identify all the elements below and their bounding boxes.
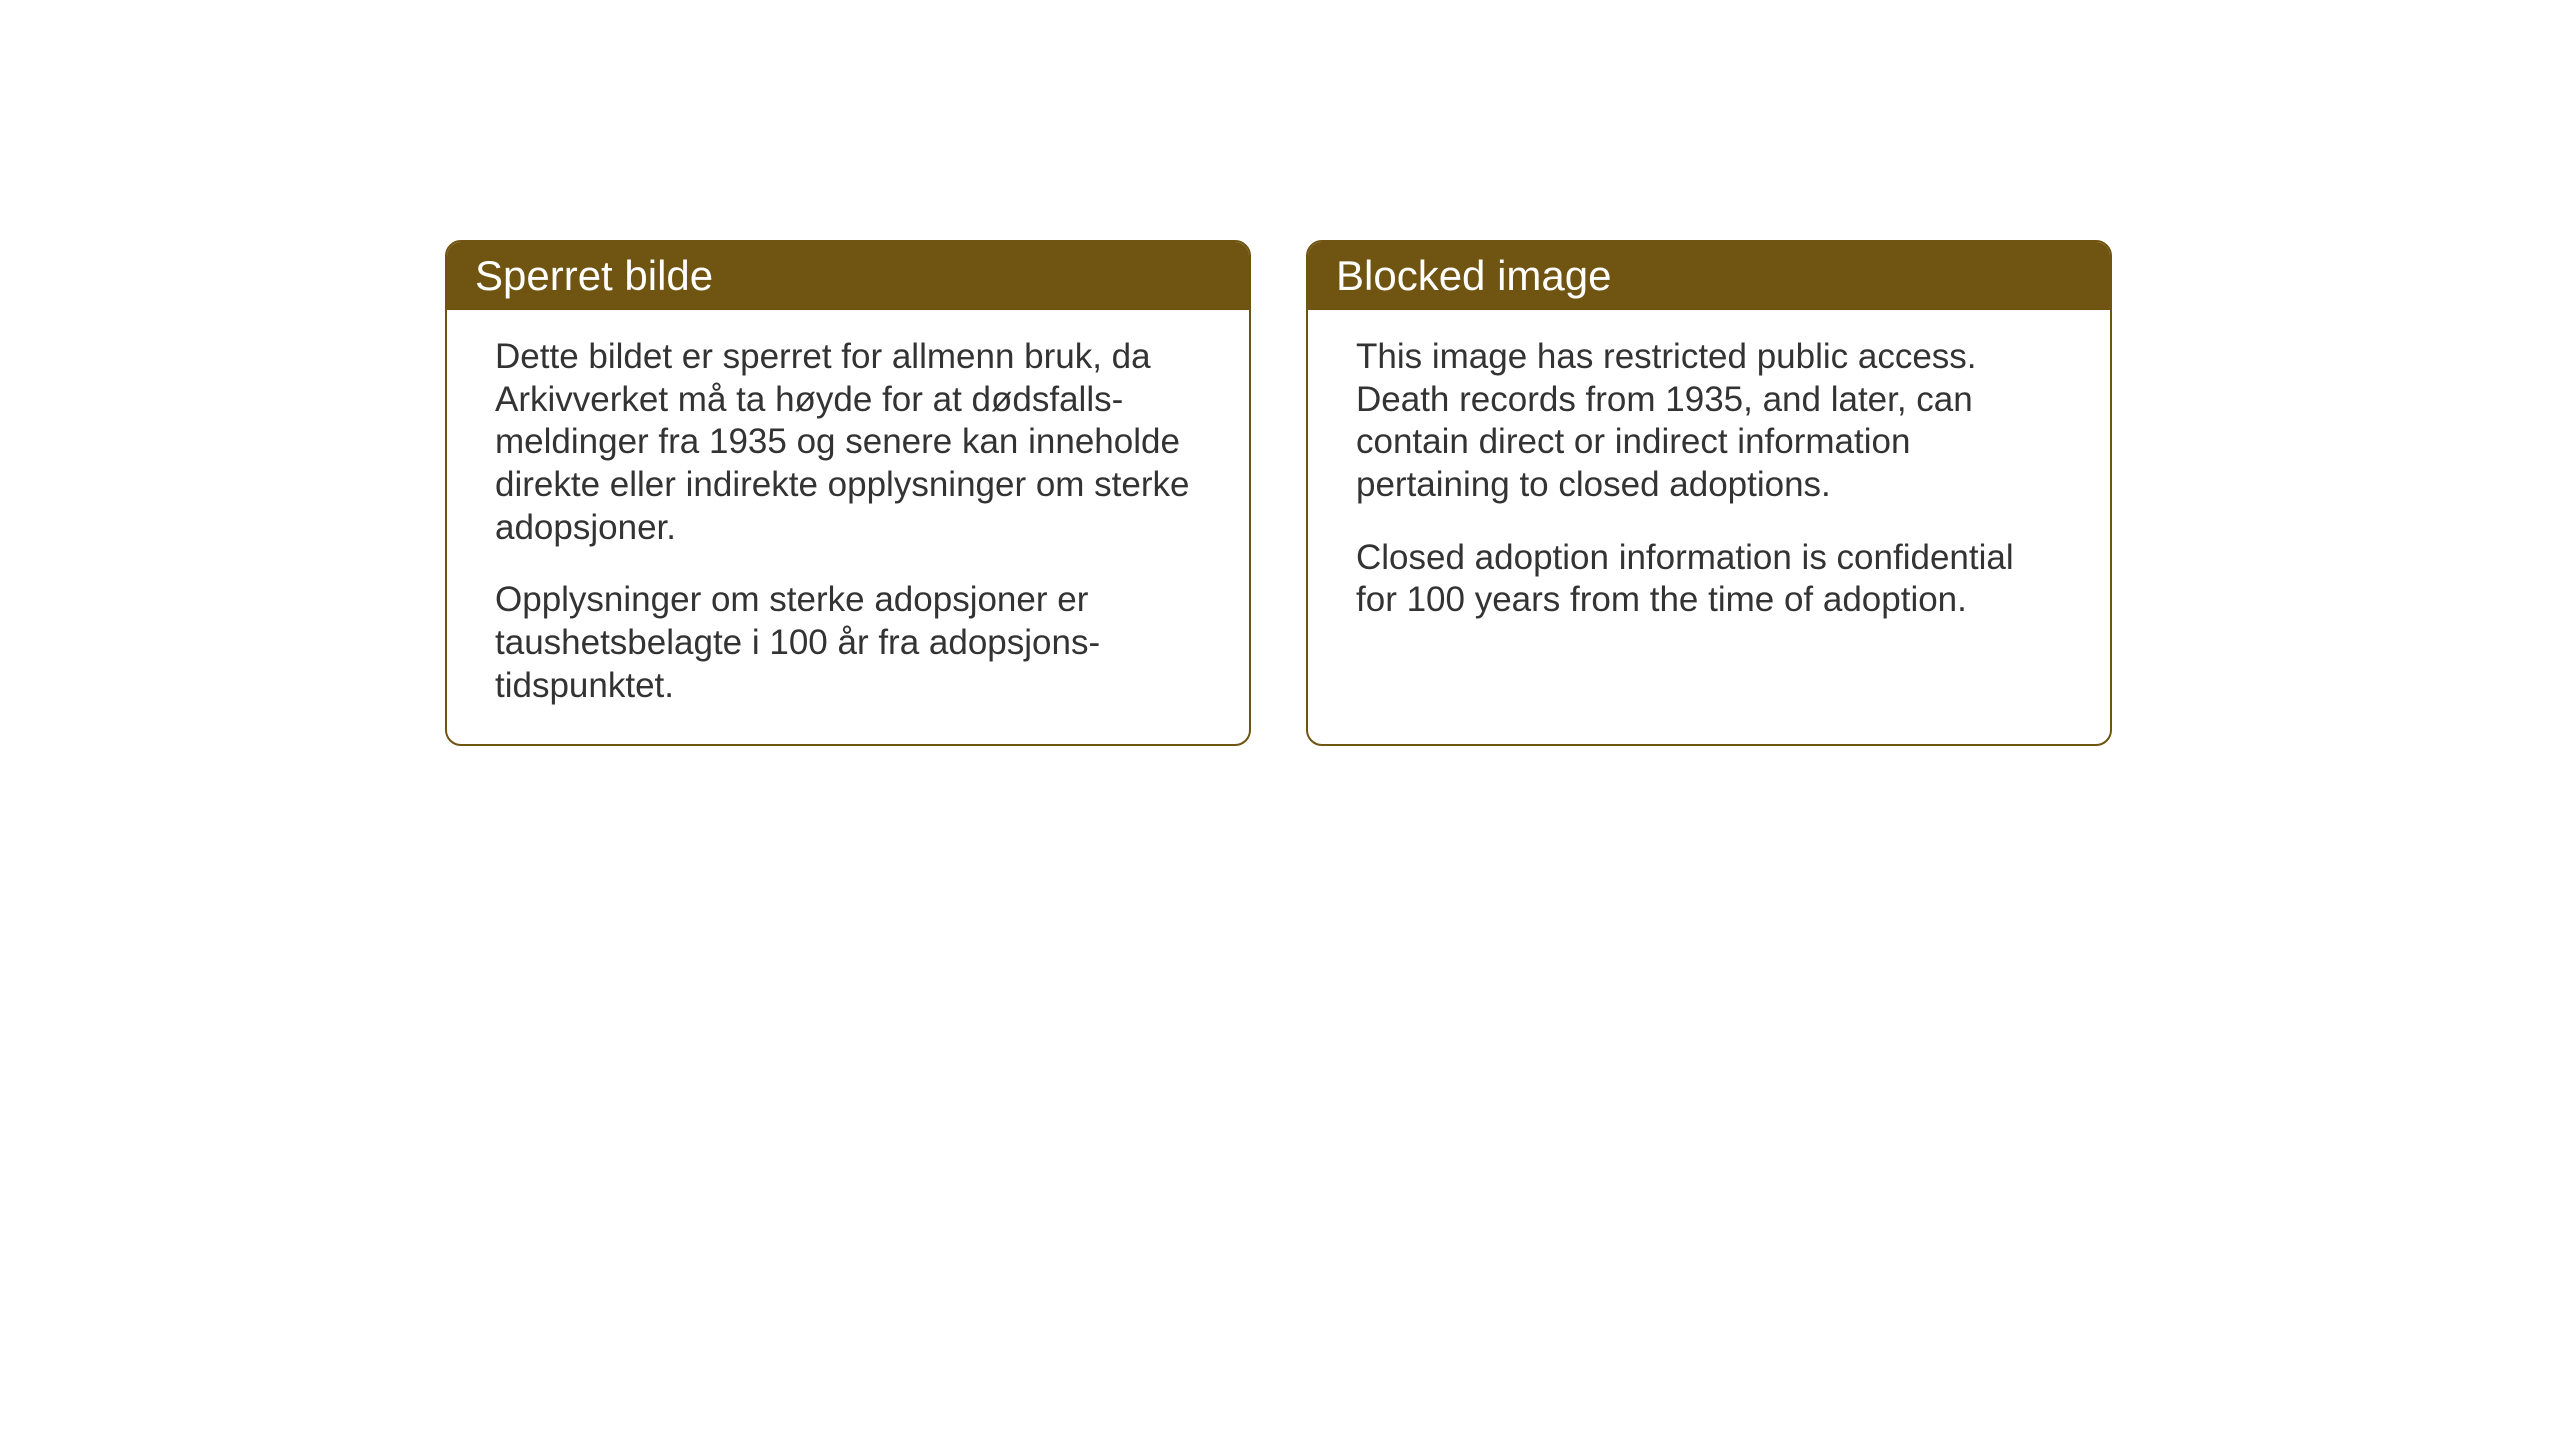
notice-card-norwegian: Sperret bilde Dette bildet er sperret fo…	[445, 240, 1251, 746]
card-title: Blocked image	[1336, 252, 1611, 299]
notice-container: Sperret bilde Dette bildet er sperret fo…	[445, 240, 2112, 746]
card-body: Dette bildet er sperret for allmenn bruk…	[447, 310, 1249, 744]
card-paragraph: This image has restricted public access.…	[1356, 336, 2062, 507]
card-body: This image has restricted public access.…	[1308, 310, 2110, 658]
card-paragraph: Opplysninger om sterke adopsjoner er tau…	[495, 579, 1201, 707]
card-paragraph: Dette bildet er sperret for allmenn bruk…	[495, 336, 1201, 549]
card-header: Sperret bilde	[447, 242, 1249, 310]
card-paragraph: Closed adoption information is confident…	[1356, 537, 2062, 622]
card-header: Blocked image	[1308, 242, 2110, 310]
notice-card-english: Blocked image This image has restricted …	[1306, 240, 2112, 746]
card-title: Sperret bilde	[475, 252, 713, 299]
